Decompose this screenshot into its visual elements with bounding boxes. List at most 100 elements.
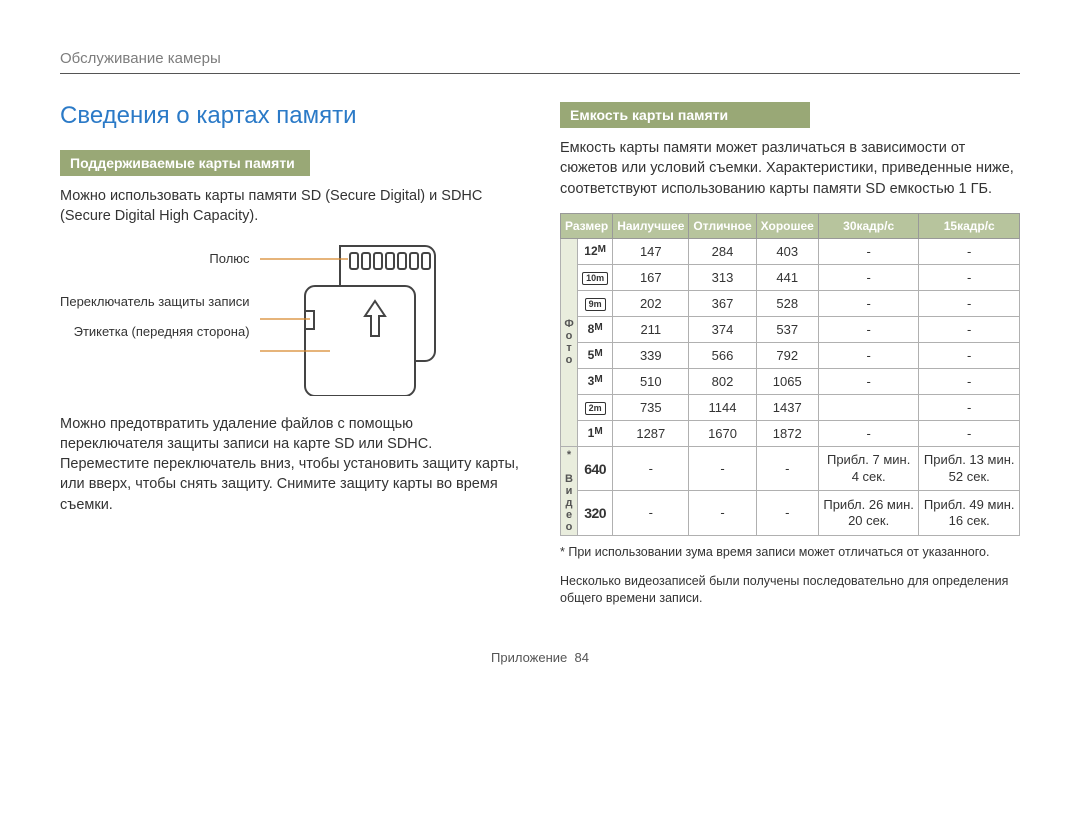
manual-page: Обслуживание камеры Сведения о картах па… (0, 0, 1080, 685)
data-cell: - (818, 238, 919, 264)
data-cell: - (818, 264, 919, 290)
data-cell: - (818, 316, 919, 342)
table-row: * Видео640---Прибл. 7 мин. 4 сек.Прибл. … (561, 446, 1020, 491)
table-header: Размер Наилучшее Отличное Хорошее 30кадр… (561, 213, 1020, 238)
data-cell: - (818, 368, 919, 394)
th-good: Хорошее (756, 213, 818, 238)
size-cell: 320 (578, 491, 613, 536)
data-cell: 528 (756, 290, 818, 316)
footer-page-number: 84 (575, 650, 589, 665)
sd-card-icon (260, 241, 460, 396)
size-cell: 5M (578, 342, 613, 368)
data-cell: 374 (689, 316, 756, 342)
data-cell: - (919, 420, 1020, 446)
footnote-sequential: Несколько видеозаписей были получены пос… (560, 573, 1020, 607)
table-row: 3M5108021065-- (561, 368, 1020, 394)
size-cell: 9m (578, 290, 613, 316)
table-row: Фото12M147284403-- (561, 238, 1020, 264)
data-cell: - (613, 446, 689, 491)
page-footer: Приложение 84 (60, 650, 1020, 665)
size-cell: 8M (578, 316, 613, 342)
table-body: Фото12M147284403--10m167313441--9m202367… (561, 238, 1020, 535)
group-photo-label: Фото (561, 238, 578, 446)
breadcrumb: Обслуживание камеры (60, 50, 1020, 67)
section-heading-supported: Поддерживаемые карты памяти (60, 150, 310, 176)
data-cell: 367 (689, 290, 756, 316)
data-cell: 735 (613, 394, 689, 420)
data-cell: 1670 (689, 420, 756, 446)
data-cell: - (689, 446, 756, 491)
data-cell: 147 (613, 238, 689, 264)
divider (60, 73, 1020, 74)
data-cell: Прибл. 49 мин. 16 сек. (919, 491, 1020, 536)
data-cell: Прибл. 13 мин. 52 сек. (919, 446, 1020, 491)
data-cell: - (756, 491, 818, 536)
left-column: Сведения о картах памяти Поддерживаемые … (60, 102, 520, 620)
label-switch: Переключатель защиты записи (60, 294, 250, 310)
table-row: 9m202367528-- (561, 290, 1020, 316)
size-cell: 3M (578, 368, 613, 394)
data-cell: - (919, 342, 1020, 368)
th-15fps: 15кадр/с (919, 213, 1020, 238)
th-best: Наилучшее (613, 213, 689, 238)
table-row: 10m167313441-- (561, 264, 1020, 290)
data-cell: - (919, 316, 1020, 342)
table-row: 5M339566792-- (561, 342, 1020, 368)
size-cell: 640 (578, 446, 613, 491)
data-cell: 1872 (756, 420, 818, 446)
size-cell: 2m (578, 394, 613, 420)
table-row: 2m73511441437 - (561, 394, 1020, 420)
page-title: Сведения о картах памяти (60, 102, 520, 130)
size-cell: 1M (578, 420, 613, 446)
data-cell: 339 (613, 342, 689, 368)
data-cell: Прибл. 7 мин. 4 сек. (818, 446, 919, 491)
data-cell: - (613, 491, 689, 536)
group-video-label: * Видео (561, 446, 578, 535)
data-cell: 441 (756, 264, 818, 290)
data-cell: - (919, 368, 1020, 394)
data-cell: - (919, 238, 1020, 264)
supported-cards-text: Можно использовать карты памяти SD (Secu… (60, 186, 520, 227)
data-cell: - (919, 394, 1020, 420)
data-cell: 313 (689, 264, 756, 290)
th-size: Размер (561, 213, 613, 238)
size-cell: 12M (578, 238, 613, 264)
right-column: Емкость карты памяти Емкость карты памят… (560, 102, 1020, 620)
data-cell: 537 (756, 316, 818, 342)
footnote-zoom: * При использовании зума время записи мо… (560, 544, 1020, 561)
footer-label: Приложение (491, 650, 567, 665)
data-cell: 1287 (613, 420, 689, 446)
th-fine: Отличное (689, 213, 756, 238)
data-cell: - (919, 290, 1020, 316)
data-cell: 202 (613, 290, 689, 316)
two-column-layout: Сведения о картах памяти Поддерживаемые … (60, 102, 1020, 620)
label-terminal: Полюс (60, 251, 250, 267)
write-protect-text: Можно предотвратить удаление файлов с по… (60, 414, 520, 515)
data-cell: - (689, 491, 756, 536)
data-cell: - (818, 342, 919, 368)
th-30fps: 30кадр/с (818, 213, 919, 238)
label-front: Этикетка (передняя сторона) (60, 324, 250, 340)
data-cell: 1437 (756, 394, 818, 420)
data-cell (818, 394, 919, 420)
table-row: 1M128716701872-- (561, 420, 1020, 446)
data-cell: - (756, 446, 818, 491)
capacity-table: Размер Наилучшее Отличное Хорошее 30кадр… (560, 213, 1020, 536)
section-heading-capacity: Емкость карты памяти (560, 102, 810, 128)
data-cell: 510 (613, 368, 689, 394)
size-cell: 10m (578, 264, 613, 290)
data-cell: 211 (613, 316, 689, 342)
data-cell: 802 (689, 368, 756, 394)
table-row: 320---Прибл. 26 мин. 20 сек.Прибл. 49 ми… (561, 491, 1020, 536)
data-cell: - (818, 420, 919, 446)
data-cell: 403 (756, 238, 818, 264)
data-cell: - (818, 290, 919, 316)
data-cell: - (919, 264, 1020, 290)
sd-card-labels: Полюс Переключатель защиты записи Этикет… (60, 241, 250, 340)
capacity-intro-text: Емкость карты памяти может различаться в… (560, 138, 1020, 199)
data-cell: 284 (689, 238, 756, 264)
data-cell: 792 (756, 342, 818, 368)
data-cell: 1065 (756, 368, 818, 394)
sd-card-figure: Полюс Переключатель защиты записи Этикет… (60, 241, 520, 396)
data-cell: 1144 (689, 394, 756, 420)
